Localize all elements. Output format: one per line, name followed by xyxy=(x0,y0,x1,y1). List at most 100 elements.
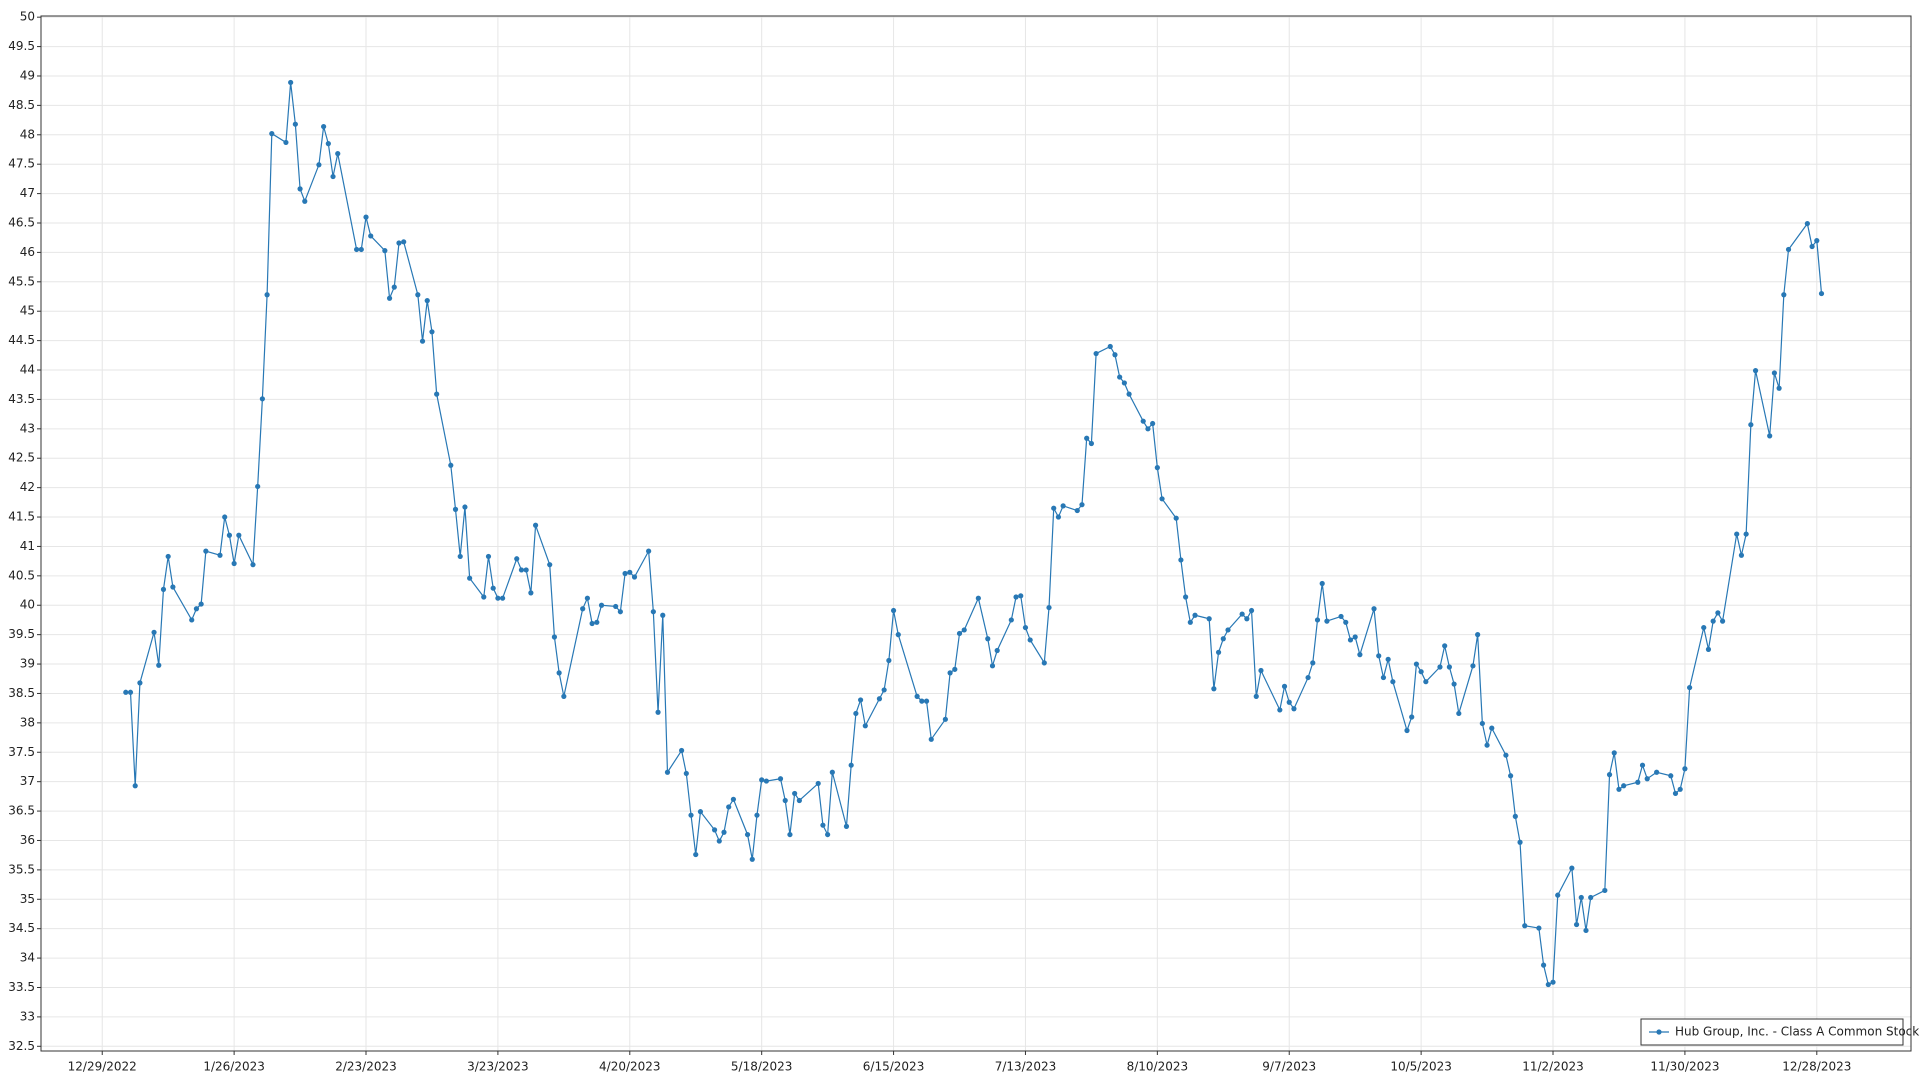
data-point xyxy=(1503,752,1509,758)
data-point xyxy=(288,79,294,86)
data-point xyxy=(961,627,967,633)
y-tick-label: 41 xyxy=(20,539,35,553)
data-point xyxy=(914,693,920,699)
data-point xyxy=(316,162,322,168)
data-point xyxy=(363,214,369,220)
data-point xyxy=(1404,727,1410,734)
data-point xyxy=(123,689,129,695)
data-point xyxy=(292,121,298,127)
data-point xyxy=(1343,619,1349,625)
y-tick-label: 33.5 xyxy=(8,980,35,994)
data-point xyxy=(1385,656,1391,662)
x-tick-label: 3/23/2023 xyxy=(467,1060,529,1074)
data-point xyxy=(231,560,237,567)
data-point xyxy=(1446,664,1452,670)
data-point xyxy=(1644,776,1650,782)
data-point xyxy=(156,662,162,668)
data-point xyxy=(1173,515,1179,521)
data-point xyxy=(1470,663,1476,669)
plot-frame xyxy=(40,15,1912,1052)
data-point xyxy=(617,609,623,615)
data-point xyxy=(1286,699,1292,705)
data-point xyxy=(1781,292,1787,298)
data-point xyxy=(857,697,864,703)
data-point xyxy=(1206,616,1212,622)
data-point xyxy=(1225,627,1231,633)
data-point xyxy=(1291,706,1297,712)
data-point xyxy=(646,548,652,554)
data-point xyxy=(716,838,722,844)
data-point xyxy=(650,609,656,615)
data-point xyxy=(1338,613,1344,620)
data-point xyxy=(1248,607,1255,614)
data-point xyxy=(429,329,435,335)
data-point xyxy=(1588,894,1594,901)
data-point xyxy=(613,603,619,610)
data-point xyxy=(1277,707,1283,713)
y-tick-label: 34 xyxy=(20,951,35,965)
data-point xyxy=(994,647,1000,654)
data-point xyxy=(1738,552,1745,558)
data-point xyxy=(1107,343,1113,350)
data-point xyxy=(1818,290,1825,297)
data-point xyxy=(481,594,487,600)
y-tick-label: 42.5 xyxy=(8,451,35,465)
data-point xyxy=(1244,616,1250,622)
data-point xyxy=(452,506,459,512)
data-point xyxy=(1140,418,1146,424)
data-point xyxy=(193,606,200,612)
data-point xyxy=(151,629,157,635)
y-tick-label: 35 xyxy=(20,892,35,906)
data-point xyxy=(532,522,539,528)
data-point xyxy=(170,584,176,590)
data-point xyxy=(952,666,958,672)
data-point xyxy=(1776,385,1782,391)
data-point xyxy=(947,670,953,676)
data-point xyxy=(1041,660,1047,666)
data-point xyxy=(1357,652,1363,658)
y-tick-label: 35.5 xyxy=(8,862,35,876)
data-point xyxy=(1606,772,1613,778)
data-point xyxy=(679,747,685,754)
data-point xyxy=(1008,617,1014,623)
data-point xyxy=(711,827,718,833)
y-tick-label: 49.5 xyxy=(8,39,35,53)
data-point xyxy=(1804,220,1810,227)
y-tick-label: 45.5 xyxy=(8,274,35,288)
data-point xyxy=(556,670,562,676)
data-point xyxy=(415,292,421,298)
data-point xyxy=(759,777,765,783)
y-tick-label: 48 xyxy=(20,127,35,141)
x-tick-label: 11/2/2023 xyxy=(1522,1060,1584,1074)
data-point xyxy=(1258,667,1264,674)
data-point xyxy=(396,240,402,246)
data-point xyxy=(1319,580,1325,587)
data-point xyxy=(353,246,360,253)
data-point xyxy=(226,532,233,538)
x-tick-label: 7/13/2023 xyxy=(995,1060,1057,1074)
data-point xyxy=(1489,725,1495,731)
data-point xyxy=(627,569,633,575)
data-point xyxy=(975,595,981,601)
data-point xyxy=(1376,653,1382,659)
data-point xyxy=(1701,624,1707,631)
data-point xyxy=(1154,465,1160,471)
data-point xyxy=(1508,773,1514,779)
data-point xyxy=(1055,514,1062,520)
data-point xyxy=(1621,783,1627,789)
data-point xyxy=(236,532,242,538)
data-point xyxy=(1545,981,1551,988)
x-tick-label: 4/20/2023 xyxy=(599,1060,661,1074)
data-point xyxy=(1512,813,1518,819)
data-point xyxy=(189,617,195,623)
data-point xyxy=(1084,435,1090,441)
data-point xyxy=(1074,507,1080,514)
data-point xyxy=(829,769,835,775)
data-point xyxy=(782,797,788,804)
x-tick-label: 11/30/2023 xyxy=(1650,1060,1719,1074)
series-line xyxy=(125,82,1823,986)
data-point xyxy=(655,709,661,715)
y-tick-label: 42 xyxy=(20,480,35,494)
y-tick-label: 44 xyxy=(20,363,35,377)
